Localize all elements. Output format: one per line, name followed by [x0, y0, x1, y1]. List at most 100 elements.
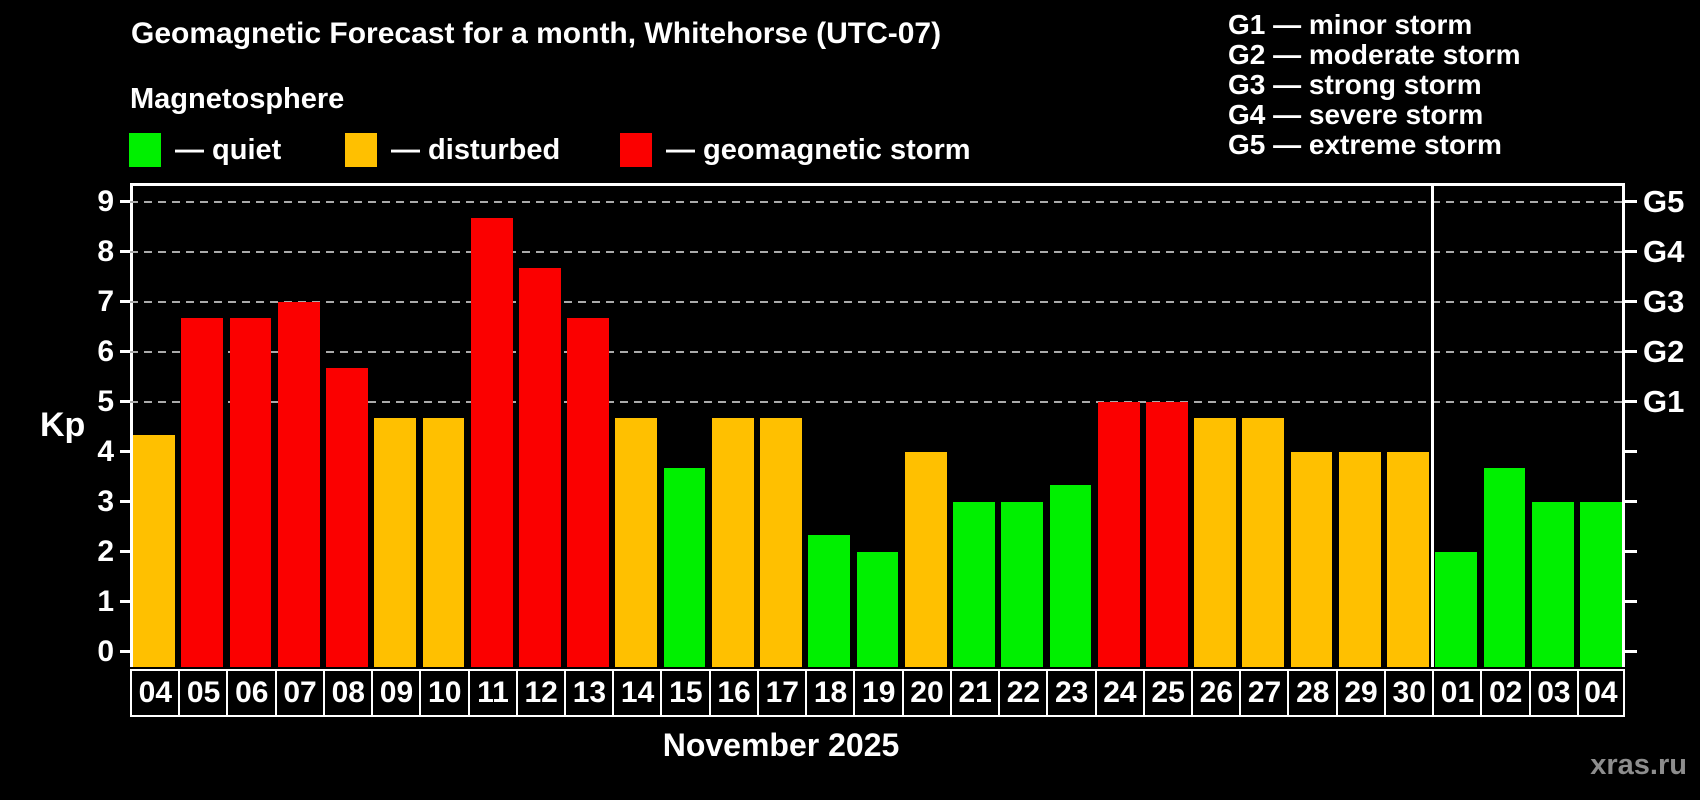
subtitle-magnetosphere: Magnetosphere [130, 83, 345, 115]
x-axis-day-labels: 04 05 06 07 08 09 10 11 12 13 14 15 16 17 18 19 20 21 22 23… [130, 669, 1625, 717]
x-axis-title-month: November 2025 [662, 727, 900, 763]
bar-day-09 [374, 418, 417, 667]
bar-day-14 [615, 418, 658, 667]
left-tick-kp7 [120, 300, 130, 303]
gridline-kp6 [130, 350, 1625, 353]
bar-day-17 [760, 418, 802, 667]
legend-item-storm: — geomagnetic storm [620, 132, 971, 168]
g4-legend-line: G4 — severe storm [1228, 99, 1484, 130]
bar-day-11 [470, 218, 513, 667]
day-label-cell-26: 26 [1190, 669, 1242, 717]
left-tick-kp5 [120, 400, 130, 403]
y-axis-tick-label-0: 0 [97, 634, 114, 668]
day-label-cell-12: 12 [515, 669, 567, 717]
right-tick-kp4 [1625, 450, 1637, 453]
legend-label-storm: — geomagnetic storm [666, 133, 971, 166]
gridline-kp5 [130, 400, 1625, 403]
day-label-cell-13: 13 [564, 669, 615, 717]
left-tick-kp6 [120, 350, 130, 353]
bar-day-30 [1387, 451, 1429, 667]
day-label-cell-02: 02 [1480, 669, 1532, 717]
day-label-cell-27: 27 [1239, 669, 1290, 717]
bar-day-15 [663, 468, 706, 667]
y-axis-title-kp: Kp [40, 406, 86, 444]
day-label-cell-24: 24 [1094, 669, 1146, 717]
bar-day-22 [1001, 501, 1044, 667]
day-label-cell-07: 07 [274, 669, 326, 717]
day-label-cell-29: 29 [1335, 669, 1387, 717]
gridline-kp8 [130, 250, 1625, 253]
bar-day-02 [1483, 468, 1526, 667]
watermark-xras: xras.ru [1590, 749, 1687, 781]
day-label-cell-21: 21 [949, 669, 1001, 717]
bar-day-10 [422, 418, 465, 667]
left-tick-kp0 [120, 650, 130, 653]
y-axis-tick-label-2: 2 [97, 534, 114, 568]
bar-day-06 [229, 318, 272, 667]
right-tick-kp6 [1625, 350, 1637, 353]
y-axis-tick-label-9: 9 [97, 184, 114, 218]
gridline-kp9 [130, 200, 1625, 203]
day-label-cell-03: 03 [1528, 669, 1580, 717]
bar-day-04 [133, 435, 175, 667]
day-label-cell-14: 14 [612, 669, 663, 717]
day-label-cell-19: 19 [853, 669, 905, 717]
legend-label-disturbed: — disturbed [391, 133, 561, 166]
bar-day-21 [953, 501, 995, 667]
bar-day-05 [181, 318, 224, 667]
y-axis-tick-label-7: 7 [97, 284, 114, 318]
day-label-cell-25: 25 [1142, 669, 1194, 717]
g-scale-legend: G1 — minor storm G2 — moderate storm G3 … [1228, 10, 1521, 160]
bar-day-08 [326, 368, 368, 667]
right-tick-kp2 [1625, 550, 1637, 553]
gridline-kp7 [130, 300, 1625, 303]
left-tick-kp1 [120, 600, 130, 603]
day-label-cell-28: 28 [1287, 669, 1339, 717]
bar-day-04 [1579, 501, 1622, 667]
day-label-cell-11: 11 [467, 669, 519, 717]
day-label-cell-05: 05 [178, 669, 229, 717]
bar-day-01 [1435, 551, 1478, 667]
axis-line-top [130, 183, 1625, 186]
day-label-cell-06: 06 [226, 669, 278, 717]
day-label-cell-23: 23 [1046, 669, 1097, 717]
right-tick-kp9 [1625, 200, 1637, 203]
plot-area: 0 1 2 3 4 5 6 7 8 9 G1 G2 G3 G4 G5 [97, 183, 1684, 668]
day-label-cell-10: 10 [419, 669, 471, 717]
quiet-color-swatch [129, 133, 161, 167]
bar-day-07 [277, 301, 320, 667]
bar-day-24 [1097, 401, 1140, 667]
legend-label-quiet: — quiet [175, 133, 282, 166]
day-label-cell-01: 01 [1432, 669, 1483, 717]
day-label-cell-18: 18 [805, 669, 856, 717]
bar-day-16 [711, 418, 754, 667]
g-axis-label-g3: G3 [1643, 283, 1685, 319]
legend-item-quiet: — quiet [129, 132, 281, 168]
g2-legend-line: G2 — moderate storm [1228, 39, 1521, 70]
bar-day-27 [1242, 418, 1285, 667]
day-label-cell-09: 09 [371, 669, 422, 717]
y-axis-tick-label-6: 6 [97, 334, 114, 368]
g-axis-label-g1: G1 [1643, 383, 1685, 419]
day-label-cell-20: 20 [901, 669, 953, 717]
disturbed-color-swatch [345, 133, 377, 167]
y-axis-tick-label-1: 1 [97, 584, 114, 618]
bar-day-18 [808, 535, 851, 667]
day-label-cell-04: 04 [130, 669, 181, 717]
right-tick-kp5 [1625, 400, 1637, 403]
bar-day-23 [1049, 485, 1092, 667]
right-tick-kp8 [1625, 250, 1637, 253]
y-axis-tick-label-5: 5 [97, 384, 114, 418]
y-axis-tick-label-4: 4 [97, 434, 114, 468]
g3-legend-line: G3 — strong storm [1228, 69, 1482, 100]
day-label-cell-16: 16 [708, 669, 760, 717]
bar-day-20 [904, 451, 947, 667]
g-axis-label-g4: G4 [1643, 233, 1685, 269]
g-axis-label-g2: G2 [1643, 333, 1685, 369]
bar-day-29 [1338, 451, 1381, 667]
day-label-cell-15: 15 [660, 669, 712, 717]
day-label-cell-30: 30 [1383, 669, 1435, 717]
bar-day-12 [519, 268, 561, 667]
legend-item-disturbed: — disturbed [345, 132, 560, 168]
